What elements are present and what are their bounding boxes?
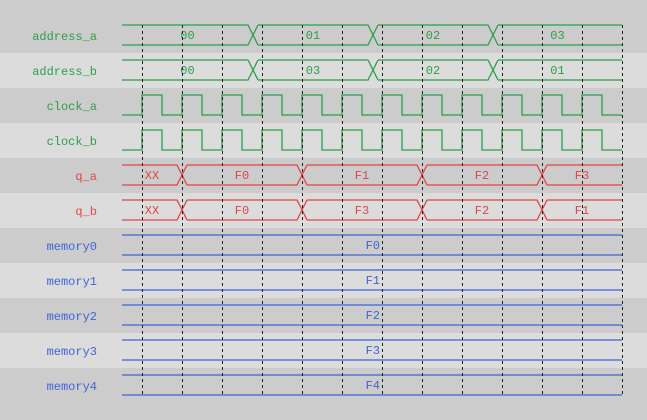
row-background	[0, 0, 647, 53]
bus-segment	[301, 164, 423, 186]
bus-value: F0	[235, 204, 249, 218]
bus-value: 03	[306, 64, 320, 78]
bus-segment	[301, 199, 423, 221]
bus-segment	[122, 24, 254, 46]
bus-value: F2	[475, 169, 489, 183]
bus-value: F4	[366, 379, 380, 393]
clock-wave	[122, 129, 622, 151]
bus-segment	[252, 59, 374, 81]
row-background	[0, 333, 647, 368]
signal-address-b: address_b 00 03 02 01	[32, 59, 622, 81]
bus-segment	[541, 199, 622, 221]
signal-label: memory0	[47, 240, 97, 254]
signal-label: q_a	[75, 170, 97, 184]
row-background	[0, 88, 647, 123]
signal-memory0: memory0 F0	[47, 234, 622, 256]
waves: address_a 00 01 02 03 address_b 00 03 02 01 clock_…	[32, 24, 622, 396]
signal-q-b: q_bXXF0F3F2F1	[75, 199, 622, 221]
bus-value: XX	[145, 169, 159, 183]
row-background	[0, 263, 647, 298]
bus-segment	[492, 24, 622, 46]
bus-value: 01	[306, 29, 320, 43]
bus-value: XX	[145, 204, 159, 218]
row-background	[0, 298, 647, 333]
bus-segment	[541, 164, 622, 186]
signal-label: clock_a	[47, 100, 97, 114]
bus-segment	[122, 199, 183, 221]
signal-label: address_b	[32, 65, 97, 79]
signal-q-a: q_aXXF0F1F2F3	[75, 164, 622, 186]
bus-value: F2	[475, 204, 489, 218]
bus-segment	[492, 59, 622, 81]
bus-value: 00	[180, 64, 194, 78]
bus-value: 02	[426, 29, 440, 43]
bus-value: F3	[366, 344, 380, 358]
bus-segment	[372, 24, 494, 46]
signal-label: clock_b	[47, 135, 97, 149]
bus-segment	[122, 164, 183, 186]
bus-segment	[421, 199, 543, 221]
signal-address-a: address_a 00 01 02 03	[32, 24, 622, 46]
bus-value: F1	[366, 274, 380, 288]
signal-memory2: memory2 F2	[47, 304, 622, 326]
row-background	[0, 123, 647, 158]
signal-memory3: memory3 F3	[47, 339, 622, 361]
bus-value: 01	[550, 64, 564, 78]
gridlines	[142, 25, 623, 396]
bus-value: F0	[366, 239, 380, 253]
bus-segment	[122, 59, 254, 81]
signal-label: memory1	[47, 275, 97, 289]
bus-value: F3	[355, 204, 369, 218]
row-background	[0, 228, 647, 263]
bus-segment	[252, 24, 374, 46]
row-background	[0, 193, 647, 228]
row-background	[0, 53, 647, 88]
signal-label: memory3	[47, 345, 97, 359]
bus-segment	[181, 164, 303, 186]
signal-memory4: memory4 F4	[47, 374, 622, 396]
clock-wave	[122, 94, 622, 116]
bus-value: 02	[426, 64, 440, 78]
bus-value: F1	[355, 169, 369, 183]
bus-segment	[421, 164, 543, 186]
signal-label: memory2	[47, 310, 97, 324]
signal-label: q_b	[75, 205, 97, 219]
bus-value: 00	[180, 29, 194, 43]
bus-segment	[372, 59, 494, 81]
signal-memory1: memory1 F1	[47, 269, 622, 291]
bus-value: 03	[550, 29, 564, 43]
bus-value: F0	[235, 169, 249, 183]
signal-label: address_a	[32, 30, 97, 44]
signal-clock-a: clock_a	[47, 94, 622, 116]
row-background	[0, 368, 647, 420]
bus-value: F2	[366, 309, 380, 323]
signal-clock-b: clock_b	[47, 129, 622, 151]
bus-segment	[181, 199, 303, 221]
signal-label: memory4	[47, 380, 97, 394]
row-background	[0, 158, 647, 193]
